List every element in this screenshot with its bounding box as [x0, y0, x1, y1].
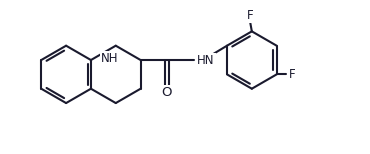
- Text: F: F: [289, 68, 296, 81]
- Text: F: F: [247, 9, 253, 22]
- Text: HN: HN: [197, 54, 215, 67]
- Text: NH: NH: [101, 52, 118, 65]
- Text: O: O: [162, 86, 172, 99]
